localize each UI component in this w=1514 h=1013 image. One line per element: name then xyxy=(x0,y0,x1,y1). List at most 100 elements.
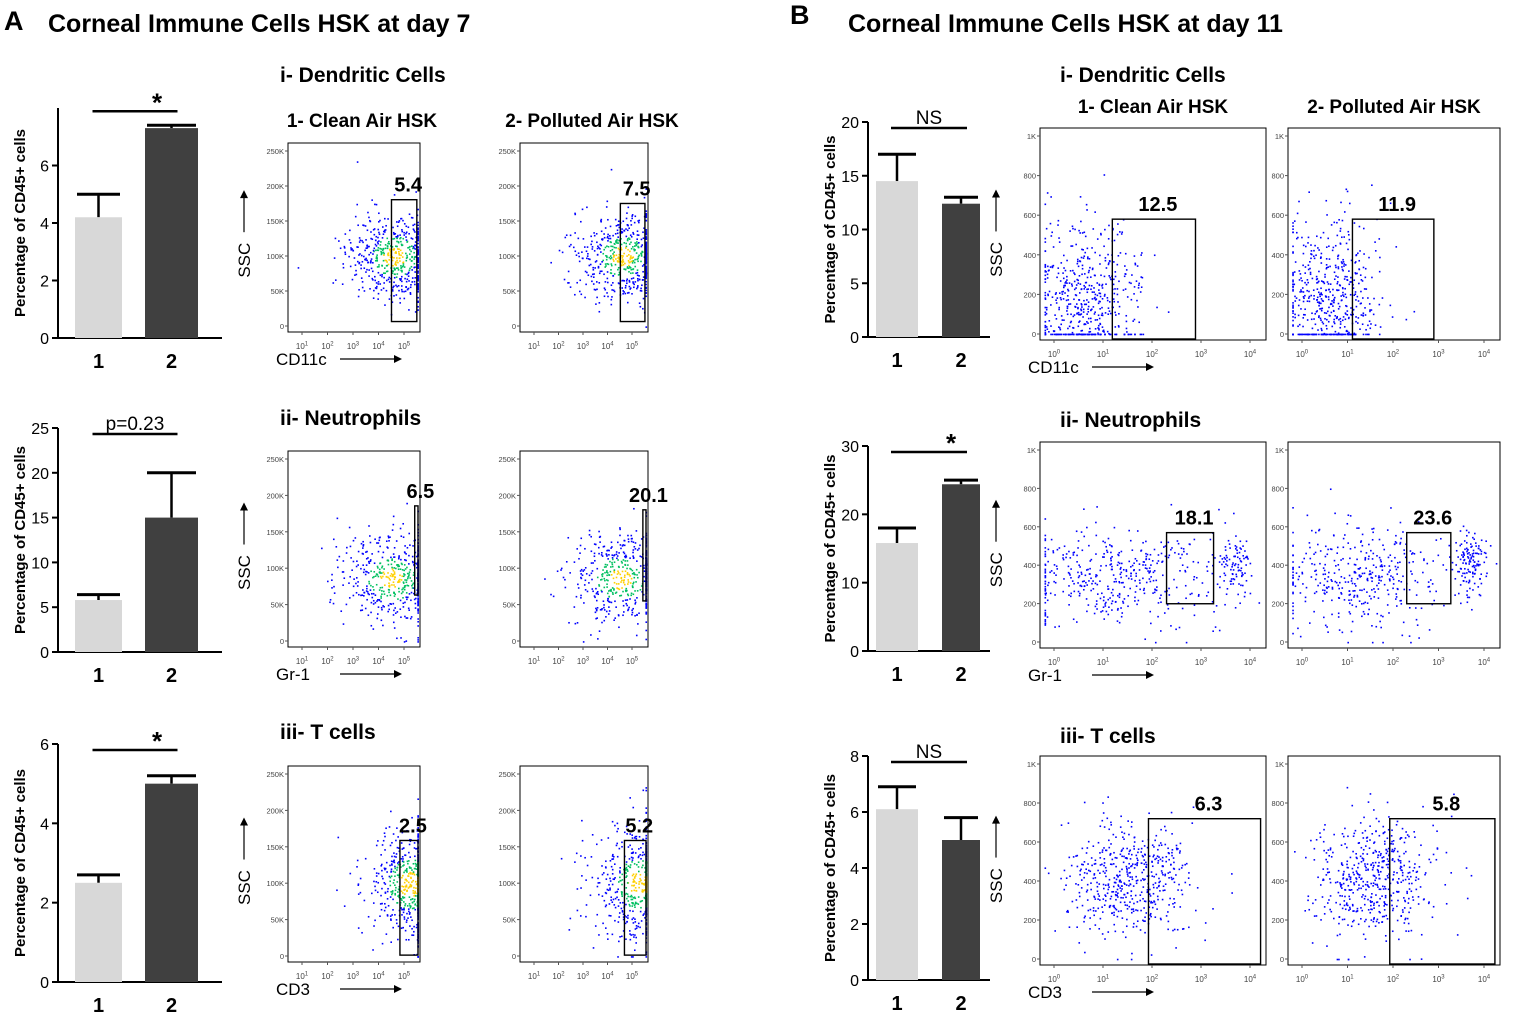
cell-event xyxy=(411,587,414,589)
cell-event xyxy=(617,247,620,250)
cell-event xyxy=(356,203,359,206)
cell-event xyxy=(623,552,626,555)
cell-event xyxy=(417,836,419,838)
cell-event xyxy=(383,593,386,595)
cell-event xyxy=(374,279,377,282)
cell-event xyxy=(1072,327,1075,329)
cell-event xyxy=(1122,581,1124,584)
cell-event xyxy=(629,938,632,941)
cell-event xyxy=(1125,327,1128,330)
cell-event xyxy=(642,914,645,916)
cell-event xyxy=(609,888,611,891)
cell-event xyxy=(608,237,610,240)
cell-event xyxy=(1107,585,1109,588)
cell-event xyxy=(1117,254,1120,257)
cell-event xyxy=(1044,237,1047,240)
cell-event xyxy=(416,577,418,579)
cell-event xyxy=(1294,313,1296,316)
y-axis-label: SSC xyxy=(235,555,254,590)
cell-event xyxy=(364,225,367,227)
cell-event xyxy=(391,290,394,292)
cell-event xyxy=(626,266,629,268)
cell-event xyxy=(581,875,583,877)
cell-event xyxy=(1046,328,1049,330)
y-tick-label: 50K xyxy=(503,916,516,925)
cell-event xyxy=(635,581,637,583)
cell-event xyxy=(1073,288,1076,291)
cell-event xyxy=(1111,609,1113,611)
cell-event xyxy=(1144,567,1147,569)
cell-event xyxy=(1144,638,1147,641)
cell-event xyxy=(1347,317,1350,320)
cell-event xyxy=(1224,522,1227,524)
cell-event xyxy=(1114,271,1117,273)
cell-event xyxy=(397,234,399,237)
cell-event xyxy=(399,901,402,904)
cell-event xyxy=(373,562,376,565)
x-tick-label: 104 xyxy=(601,341,614,351)
cell-event xyxy=(355,582,357,585)
x-tick-label: 101 xyxy=(1097,657,1110,667)
cell-event xyxy=(615,224,618,227)
cell-event xyxy=(1055,299,1057,302)
cell-event xyxy=(626,560,629,562)
cell-event xyxy=(631,834,633,836)
cell-event xyxy=(1045,592,1048,595)
cell-event xyxy=(1058,308,1060,311)
cell-event xyxy=(620,907,623,910)
cell-event xyxy=(636,242,639,245)
cell-event xyxy=(334,237,337,240)
cell-event xyxy=(1343,236,1346,238)
y-axis-label: Percentage of CD45+ cells xyxy=(822,454,839,642)
cell-event xyxy=(627,917,629,919)
cell-event xyxy=(626,897,628,900)
cell-event xyxy=(1322,333,1325,336)
cell-event xyxy=(621,873,624,876)
cell-event xyxy=(1124,265,1126,267)
y-tick-label: 200K xyxy=(498,491,516,500)
cell-event xyxy=(403,864,405,866)
cell-event xyxy=(404,579,406,581)
cell-event xyxy=(625,876,627,879)
cell-event xyxy=(607,579,609,582)
cell-event xyxy=(645,254,648,257)
cell-event xyxy=(1167,556,1170,559)
cell-event xyxy=(626,292,629,294)
cell-event xyxy=(389,579,391,581)
cell-event xyxy=(1138,563,1141,565)
cell-event xyxy=(643,570,646,572)
cell-event xyxy=(1346,190,1349,193)
cell-event xyxy=(645,246,648,249)
cell-event xyxy=(645,188,648,190)
cell-event xyxy=(392,882,395,884)
cell-event xyxy=(343,247,346,249)
cell-event xyxy=(410,885,413,888)
cell-event xyxy=(596,281,598,283)
cell-event xyxy=(392,574,394,576)
cell-event xyxy=(607,233,609,236)
cell-event xyxy=(410,872,412,875)
cell-event xyxy=(1056,297,1059,299)
y-tick-label: 0 xyxy=(850,644,859,661)
cell-event xyxy=(604,288,607,291)
cell-event xyxy=(645,789,648,792)
cell-event xyxy=(1102,556,1104,558)
cell-event xyxy=(1044,615,1047,617)
cell-event xyxy=(1310,253,1313,256)
cell-event xyxy=(632,581,635,584)
cell-event xyxy=(606,564,609,566)
cell-event xyxy=(601,895,604,897)
cell-event xyxy=(381,586,384,589)
cell-event xyxy=(1340,299,1343,302)
cell-event xyxy=(389,876,392,879)
cell-event xyxy=(367,211,369,214)
cell-event xyxy=(1094,311,1096,314)
cell-event xyxy=(1327,266,1330,268)
y-axis-label: SSC xyxy=(987,242,1006,277)
cell-event xyxy=(602,922,604,925)
cell-event xyxy=(1087,305,1090,308)
cell-event xyxy=(386,594,389,597)
cell-event xyxy=(632,857,634,859)
cell-event xyxy=(333,257,336,259)
